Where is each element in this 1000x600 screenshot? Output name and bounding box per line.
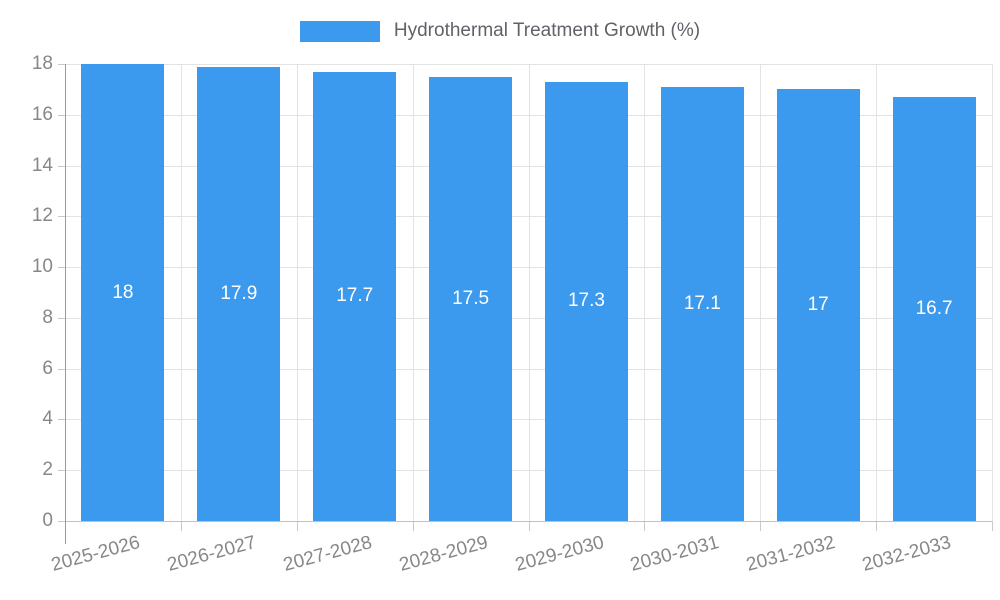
x-tick-mark [760, 521, 762, 531]
x-tick-mark [876, 521, 878, 531]
y-tick-mark [58, 114, 65, 116]
bar[interactable] [544, 81, 628, 521]
x-axis-category-label: 2031-2032 [744, 532, 838, 576]
y-axis-tick-label: 18 [31, 53, 53, 74]
bar[interactable] [197, 66, 281, 521]
x-axis-category-label: 2028-2029 [396, 532, 490, 576]
x-tick-mark [992, 521, 993, 531]
y-axis-tick-label: 16 [31, 103, 53, 125]
x-tick-mark [412, 521, 414, 531]
y-tick-mark [58, 368, 65, 370]
bar[interactable] [660, 86, 744, 521]
bar-value-label: 17.9 [220, 282, 258, 304]
x-grid-line [992, 64, 993, 521]
x-tick-mark [644, 521, 646, 531]
x-axis-category-label: 2026-2027 [165, 532, 259, 576]
bar-value-label: 17.1 [683, 292, 721, 314]
bar[interactable] [892, 97, 976, 521]
y-axis-line [65, 64, 66, 544]
y-tick-mark [58, 470, 65, 472]
legend-swatch [299, 20, 380, 42]
x-grid-line [760, 64, 762, 521]
x-grid-line [296, 64, 298, 521]
bar-value-label: 16.7 [915, 298, 953, 319]
x-axis-category-label: 2030-2031 [628, 532, 722, 576]
y-tick-mark [58, 165, 65, 167]
y-axis-tick-label: 6 [42, 357, 53, 379]
legend-label: Hydrothermal Treatment Growth (%) [393, 20, 701, 41]
y-tick-mark [58, 267, 65, 269]
x-axis-category-label: 2029-2030 [512, 532, 606, 576]
bar-value-label: 17.3 [567, 290, 605, 312]
y-tick-mark [58, 216, 65, 218]
x-grid-line [644, 64, 646, 521]
bar-value-label: 17 [807, 294, 829, 316]
x-grid-line [412, 64, 414, 521]
y-tick-mark [58, 64, 65, 65]
bar-value-label: 17.5 [452, 287, 490, 309]
y-tick-mark [58, 419, 65, 421]
y-axis-tick-label: 8 [42, 306, 53, 328]
bar[interactable] [81, 64, 165, 521]
y-axis-tick-label: 0 [42, 510, 53, 531]
y-axis-tick-label: 12 [31, 205, 53, 227]
x-axis-category-label: 2025-2026 [49, 532, 143, 576]
y-axis-tick-label: 14 [31, 154, 53, 176]
y-axis-tick-label: 10 [31, 256, 53, 278]
bar[interactable] [313, 71, 397, 521]
x-grid-line [876, 64, 878, 521]
y-tick-mark [58, 521, 65, 522]
x-axis-line [65, 521, 992, 522]
chart-legend[interactable]: Hydrothermal Treatment Growth (%) [0, 20, 1000, 42]
y-axis-tick-label: 2 [42, 459, 53, 481]
bar[interactable] [776, 89, 860, 521]
x-tick-mark [296, 521, 298, 531]
x-axis-category-label: 2027-2028 [280, 532, 375, 576]
bar[interactable] [429, 76, 513, 521]
x-grid-line [180, 64, 182, 521]
bar-value-label: 18 [112, 281, 134, 303]
y-axis-tick-label: 4 [42, 408, 53, 430]
bar-value-label: 17.7 [336, 285, 374, 307]
x-grid-line [528, 64, 530, 521]
x-tick-mark [528, 521, 530, 531]
x-axis-category-label: 2032-2033 [860, 532, 954, 576]
y-tick-mark [58, 317, 65, 319]
x-tick-mark [180, 521, 182, 531]
